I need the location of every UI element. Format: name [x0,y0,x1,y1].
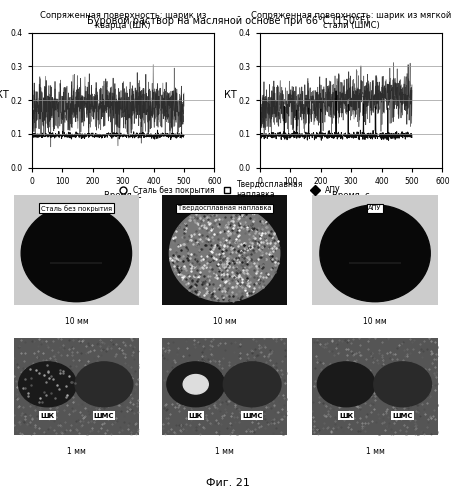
Circle shape [319,205,430,302]
Text: 1 мм: 1 мм [365,448,384,456]
Text: ШК: ШК [339,412,353,418]
Text: Сталь без покрытия: Сталь без покрытия [41,205,111,212]
Text: ШК: ШК [40,412,55,418]
Text: 10 мм: 10 мм [64,318,88,326]
Text: 1 мм: 1 мм [215,448,233,456]
X-axis label: Время, с: Время, с [104,191,142,200]
Circle shape [21,205,131,302]
Title: Сопряженная поверхность: шарик из мягкой
стали (ШМС): Сопряженная поверхность: шарик из мягкой… [250,11,450,30]
Legend: Сталь без покрытия, Твердосплавная
наплавка, АПУ: Сталь без покрытия, Твердосплавная напла… [115,180,340,199]
Text: 1 мм: 1 мм [67,448,86,456]
Circle shape [75,362,132,406]
Circle shape [167,362,224,406]
Text: Твердосплавная наплавка: Твердосплавная наплавка [177,205,271,211]
Text: ШМС: ШМС [242,412,262,418]
Title: Сопряженная поверхность: шарик из
кварца (ШК): Сопряженная поверхность: шарик из кварца… [40,11,206,30]
Y-axis label: КТ: КТ [0,90,9,100]
Circle shape [373,362,430,406]
Text: ШМС: ШМС [392,412,412,418]
Text: ШК: ШК [188,412,202,418]
Circle shape [169,205,279,302]
Circle shape [223,362,280,406]
X-axis label: Время, с: Время, с [332,191,369,200]
Text: 10 мм: 10 мм [362,318,386,326]
Text: 10 мм: 10 мм [212,318,236,326]
Text: ШМС: ШМС [94,412,114,418]
Text: АПУ: АПУ [368,205,381,211]
Text: Фиг. 21: Фиг. 21 [206,478,249,488]
Circle shape [317,362,374,406]
Circle shape [19,362,76,406]
Y-axis label: КТ: КТ [223,90,236,100]
Circle shape [183,374,208,394]
Text: Буровой раствор на масляной основе при 66°C (150°F): Буровой раствор на масляной основе при 6… [87,16,368,26]
